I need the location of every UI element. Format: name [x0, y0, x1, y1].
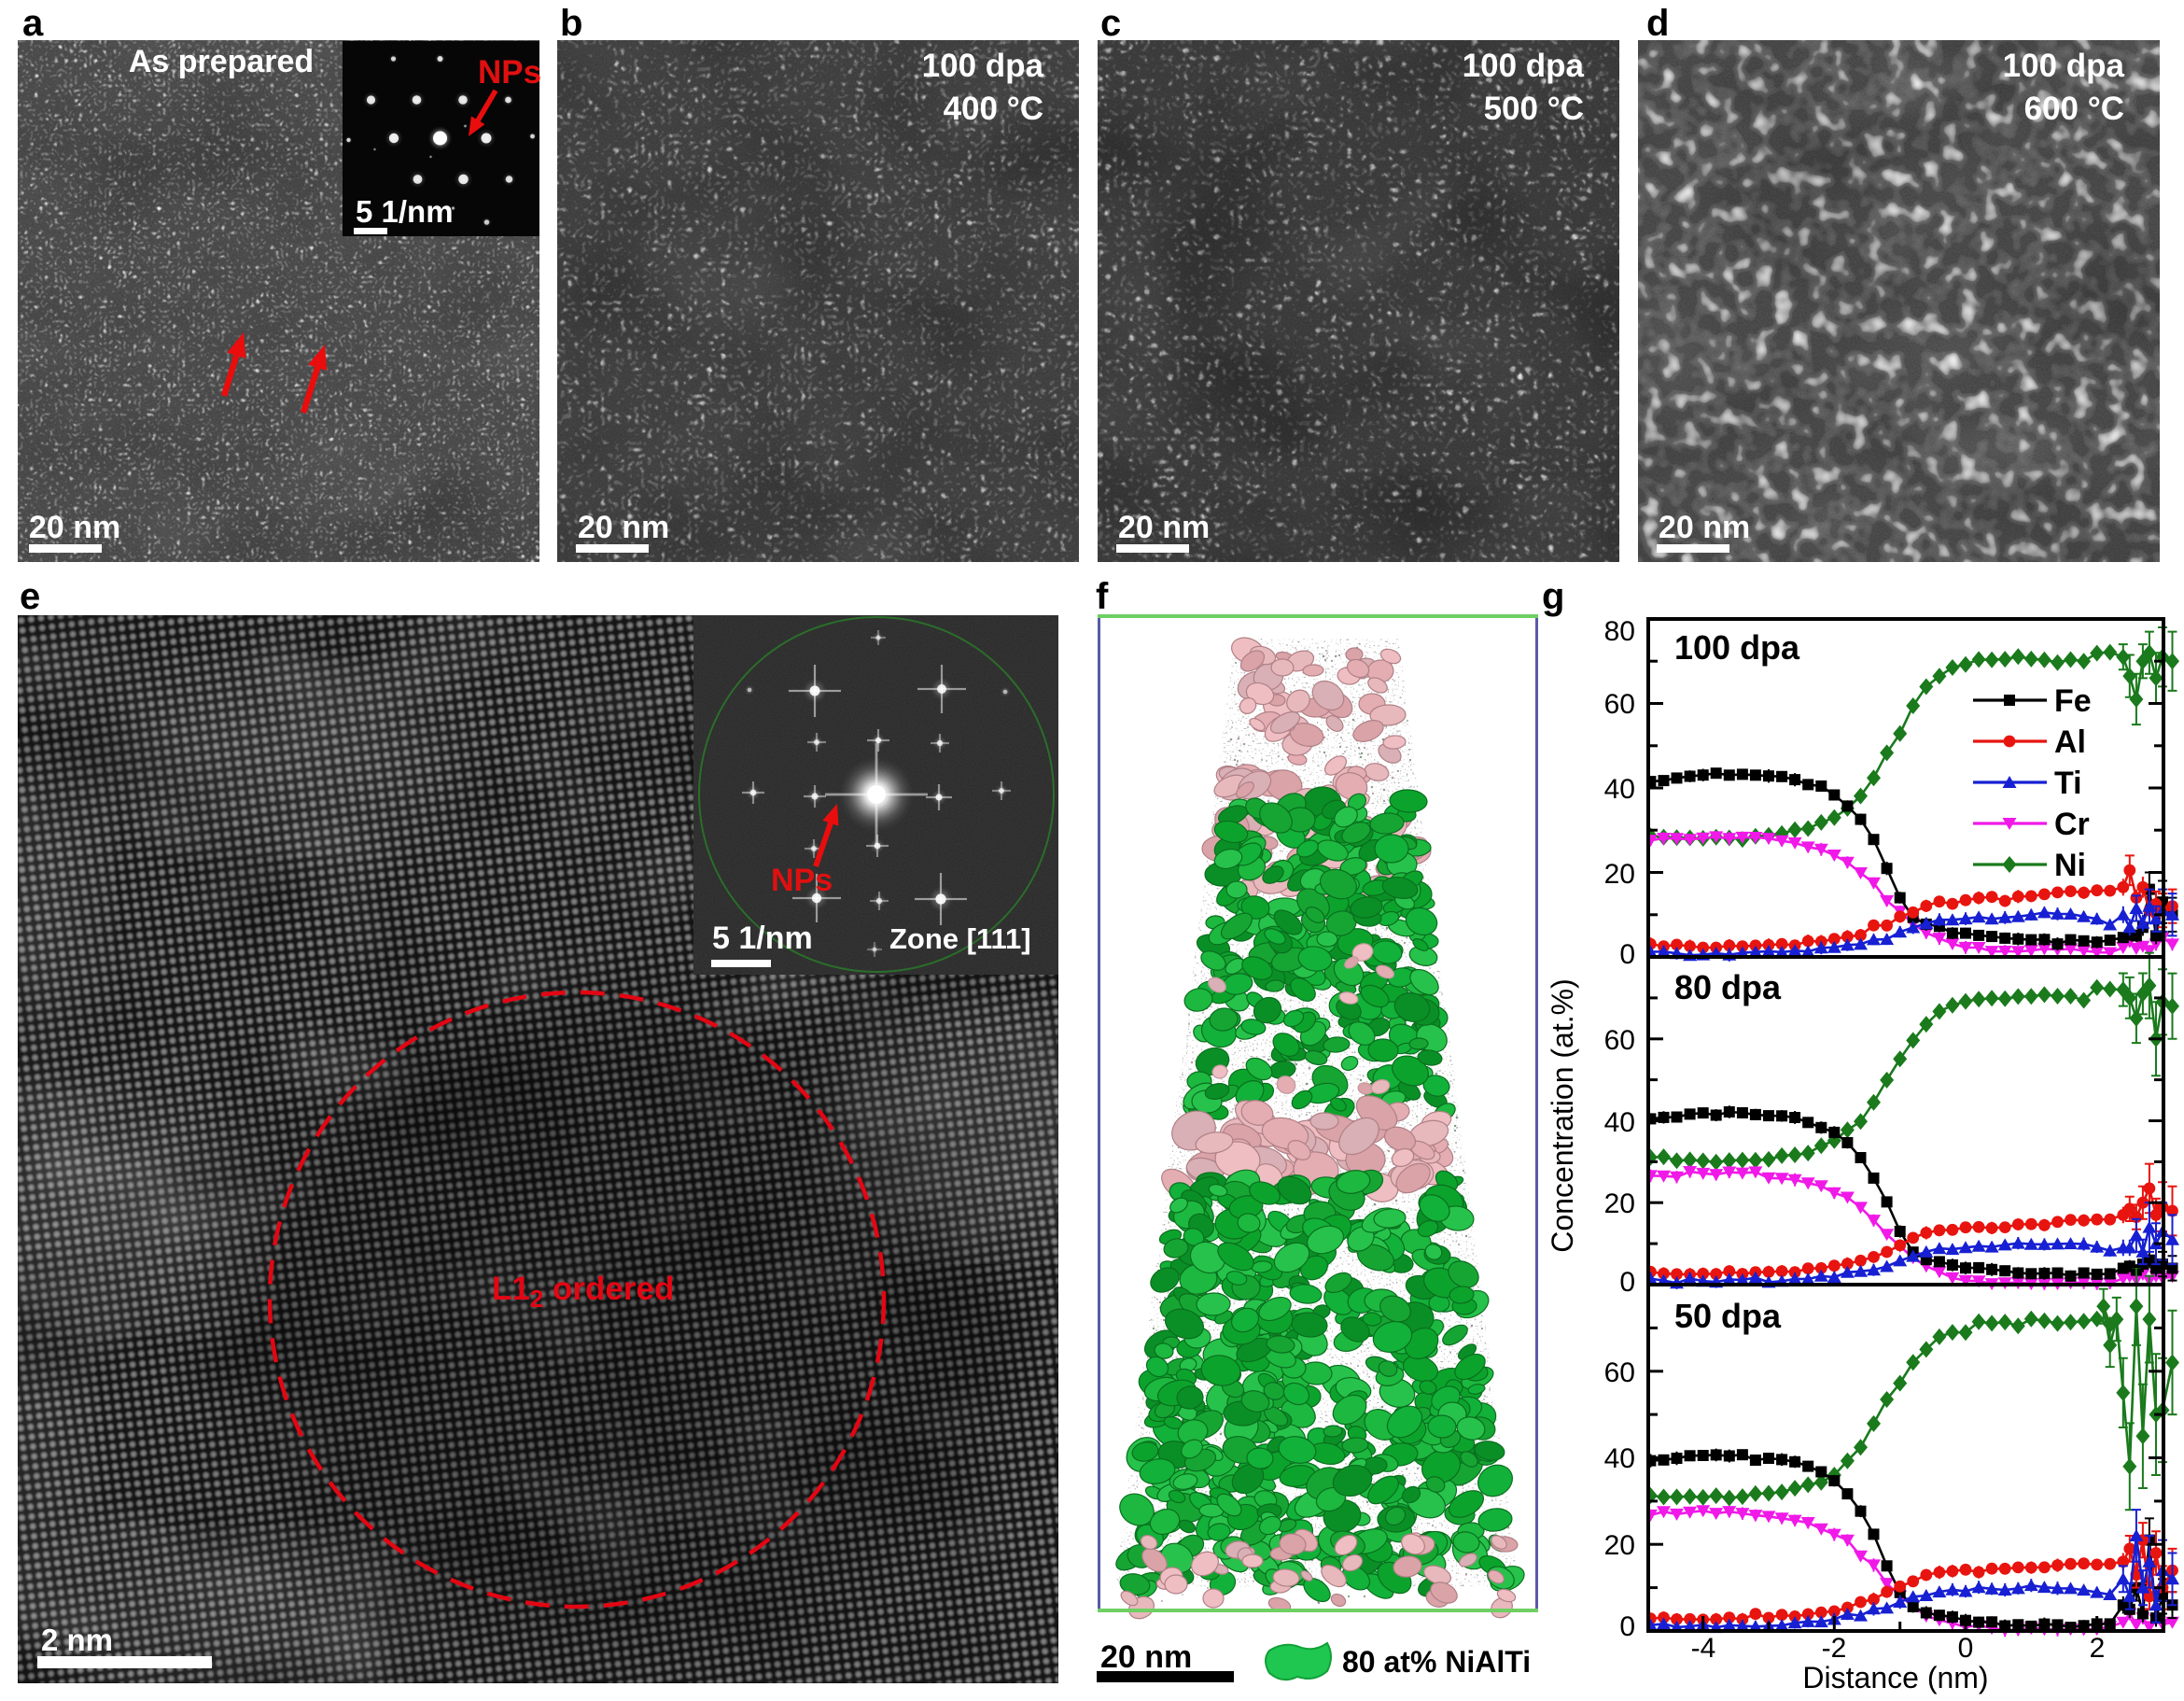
svg-text:40: 40	[1604, 1443, 1635, 1474]
svg-text:20: 20	[1604, 1188, 1635, 1219]
svg-text:Concentration (at.%): Concentration (at.%)	[1546, 978, 1579, 1252]
svg-text:80 dpa: 80 dpa	[1674, 968, 1782, 1006]
svg-text:a: a	[22, 3, 44, 44]
svg-text:500 °C: 500 °C	[1484, 91, 1584, 127]
svg-text:60: 60	[1604, 1357, 1635, 1388]
svg-text:Distance (nm): Distance (nm)	[1802, 1661, 1988, 1694]
svg-text:Cr: Cr	[2054, 807, 2090, 842]
svg-text:20 nm: 20 nm	[1118, 510, 1210, 545]
svg-text:g: g	[1542, 576, 1564, 617]
svg-text:100 dpa: 100 dpa	[2003, 48, 2125, 84]
svg-text:20: 20	[1604, 1530, 1635, 1561]
svg-text:400 °C: 400 °C	[944, 91, 1043, 127]
svg-text:As prepared: As prepared	[129, 44, 314, 79]
svg-text:L12 ordered: L12 ordered	[492, 1271, 674, 1313]
svg-text:100 dpa: 100 dpa	[1674, 628, 1800, 667]
svg-text:5 1/nm: 5 1/nm	[712, 921, 813, 956]
svg-text:40: 40	[1604, 774, 1635, 805]
svg-text:c: c	[1100, 3, 1121, 44]
svg-text:Al: Al	[2054, 724, 2086, 760]
svg-text:Ni: Ni	[2054, 848, 2086, 883]
svg-text:20 nm: 20 nm	[1100, 1639, 1192, 1675]
svg-text:Fe: Fe	[2054, 683, 2092, 719]
svg-text:d: d	[1646, 3, 1669, 44]
svg-text:-2: -2	[1822, 1633, 1847, 1664]
svg-text:NPs: NPs	[478, 54, 541, 91]
svg-text:20 nm: 20 nm	[1659, 510, 1750, 545]
svg-text:0: 0	[1619, 939, 1635, 970]
svg-text:20: 20	[1604, 859, 1635, 890]
svg-text:60: 60	[1604, 1025, 1635, 1056]
svg-text:b: b	[560, 3, 582, 44]
svg-text:0: 0	[1958, 1633, 1974, 1664]
svg-text:0: 0	[1619, 1611, 1635, 1642]
svg-text:20 nm: 20 nm	[29, 510, 120, 545]
svg-text:Zone [111]: Zone [111]	[889, 922, 1031, 955]
svg-text:0: 0	[1619, 1267, 1635, 1298]
svg-text:f: f	[1096, 576, 1109, 617]
svg-text:-4: -4	[1691, 1633, 1716, 1664]
svg-text:80: 80	[1604, 616, 1635, 647]
svg-text:20 nm: 20 nm	[578, 510, 669, 545]
svg-text:Ti: Ti	[2054, 766, 2082, 801]
svg-text:NPs: NPs	[771, 863, 833, 898]
svg-text:2: 2	[2090, 1633, 2106, 1664]
svg-text:600 °C: 600 °C	[2024, 91, 2124, 127]
svg-text:50 dpa: 50 dpa	[1674, 1297, 1782, 1335]
svg-text:5 1/nm: 5 1/nm	[356, 194, 454, 229]
svg-text:40: 40	[1604, 1107, 1635, 1138]
svg-text:60: 60	[1604, 689, 1635, 720]
svg-text:100 dpa: 100 dpa	[1463, 48, 1585, 84]
svg-text:2 nm: 2 nm	[41, 1623, 113, 1657]
svg-text:80 at% NiAlTi: 80 at% NiAlTi	[1342, 1645, 1531, 1679]
svg-text:100 dpa: 100 dpa	[922, 48, 1044, 84]
svg-text:e: e	[20, 576, 40, 617]
